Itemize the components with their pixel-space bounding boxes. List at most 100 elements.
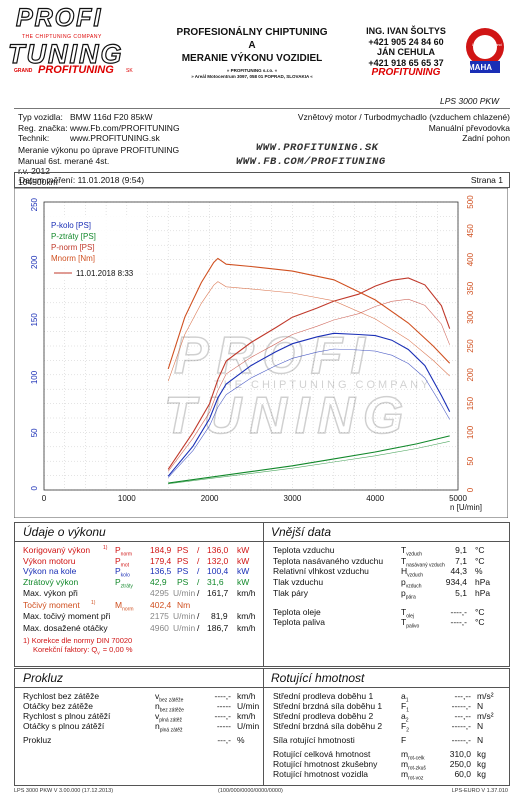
perf-v1-1: 179,4: [150, 555, 172, 566]
contact-name-2: JÁN CEHULA: [376, 47, 435, 57]
ext-symbol-6-sub: palivo: [406, 623, 420, 630]
torque-symbol-sym: M: [115, 599, 123, 610]
ext-label-1: Teplota nasávaného vzduchu: [273, 555, 384, 566]
rotating-title: Rotující hmotnost: [271, 671, 365, 685]
website-watermark: WWW.PROFITUNING.SK: [256, 142, 379, 154]
rot-symbol-1-sym: F: [401, 701, 407, 711]
ext-symbol-4-sub: pára: [405, 594, 416, 601]
rot-force-unit: N: [477, 735, 484, 745]
series-line-run2-2: [167, 298, 450, 472]
mass-val-1: 250,0: [449, 759, 471, 769]
max-rpm-slash: /: [197, 622, 200, 633]
y-left-tick-2: 100: [30, 370, 39, 384]
watermark-profi: PROFI: [174, 327, 373, 385]
rot-symbol-2: a2: [401, 711, 409, 726]
rot-force-label: Síla rotující hmotnosti: [273, 735, 355, 745]
contact-phone-1: +421 905 24 84 60: [368, 36, 444, 47]
ext-label-5: Teplota oleje: [273, 606, 321, 617]
perf-sup-0: 1): [103, 545, 108, 551]
ext-symbol-6-sym: T: [401, 617, 407, 628]
max-torque-speed: 81,9: [211, 610, 228, 621]
rot-symbol-3-sub: 2: [406, 727, 409, 734]
perf-symbol-0-sub: norm: [120, 551, 133, 558]
ext-unit-0: °C: [475, 545, 485, 555]
y-right-tick-5: 250: [466, 339, 475, 353]
ext-unit-5: °C: [475, 606, 485, 617]
facebook-watermark: WWW.FB.COM/PROFITUNING: [236, 156, 386, 168]
perf-label-1: Výkon motoru: [23, 555, 76, 566]
slip-label: Prokluz: [23, 735, 52, 745]
watermark-sub: THE CHIPTUNING COMPANY: [214, 379, 431, 391]
ext-unit-2: %: [475, 566, 483, 577]
max-rpm-speed-unit: km/h: [237, 622, 256, 633]
header-divider: [14, 108, 510, 109]
header-title: PROFESIONÁLNY CHIPTUNING A MERANIE VÝKON…: [152, 26, 352, 80]
rot-val-1: -----,-: [451, 701, 471, 711]
perf-v1-2: 136,5: [150, 566, 172, 577]
ext-val-6: ----,-: [450, 617, 467, 628]
mass-symbol-1-sub: rot-zkuš: [408, 765, 426, 772]
rot-symbol-2-sub: 2: [405, 717, 409, 724]
mass-symbol-0-sub: rot-celk: [408, 755, 425, 762]
maha-ring-text: Leistungsprüfstand: [472, 43, 502, 47]
mass-val-0: 310,0: [449, 749, 471, 759]
mass-label-2: Rotující hmotnost vozidla: [273, 769, 368, 779]
note-line-4: 104500km: [18, 176, 58, 187]
prok-symbol-2-sub: plná zátěž: [159, 717, 183, 724]
vehicle-left: Typ vozidla: BMW 116d F20 85kW Reg. značk…: [18, 112, 180, 144]
perf-u2-2: kW: [237, 566, 250, 577]
maha-label: MAHA: [468, 63, 492, 72]
rot-symbol-0-sub: 1: [405, 697, 409, 704]
ext-val-3: 934,4: [445, 577, 467, 588]
max-power-rpm: 4295: [150, 587, 169, 598]
x-tick-1: 1000: [118, 494, 136, 503]
ext-val-2: 44,3: [450, 566, 467, 577]
series-line-3: [167, 257, 451, 370]
max-rpm-value: 4960: [150, 622, 169, 633]
perf-symbol-2-sub: kolo: [120, 573, 130, 580]
prok-unit-1: U/min: [237, 701, 260, 711]
perf-label-2: Výkon na kole: [23, 566, 77, 577]
maha-sub-text: Partner: [476, 51, 488, 55]
mass-unit-1: kg: [477, 759, 486, 769]
x-tick-0: 0: [42, 494, 47, 503]
rot-val-2: ---,--: [454, 711, 471, 721]
torque-symbol-sub: norm: [122, 606, 134, 613]
logo-top: PROFI: [15, 4, 103, 32]
y-left-tick-0: 0: [30, 485, 39, 490]
series-line-2: [167, 277, 451, 470]
ext-unit-6: °C: [475, 617, 485, 628]
rot-label-3: Střední brzdná síla doběhu 2: [273, 721, 383, 731]
y-right-tick-6: 300: [466, 310, 475, 324]
perf-u2-1: kW: [237, 555, 250, 566]
legend-item-3: Mnorm [Nm]: [51, 254, 95, 263]
prok-unit-2: km/h: [237, 711, 256, 721]
mass-symbol-1-sym: m: [401, 759, 409, 769]
ext-label-6: Teplota paliva: [273, 617, 325, 628]
mass-symbol-2-sub: rot-voz: [408, 775, 424, 782]
max-torque-rpm-unit: U/min: [173, 610, 196, 621]
ext-symbol-5: Tolej: [401, 607, 414, 622]
date-bar: Datum měření: 11.01.2018 (9:54) Strana 1: [14, 172, 510, 188]
y-left-tick-1: 50: [30, 428, 39, 437]
ext-label-3: Tlak vzduchu: [273, 577, 324, 588]
title-line-2: A: [248, 40, 256, 51]
prok-label-0: Rychlost bez zátěže: [23, 691, 100, 701]
vehicle-right: Vznětový motor / Turbodmychadlo (vzduche…: [250, 112, 510, 144]
x-tick-4: 4000: [366, 494, 384, 503]
ext-symbol-5-sym: T: [401, 606, 407, 617]
performance-header-rule: [15, 541, 509, 542]
correction-factor-sub: v: [97, 650, 100, 656]
perf-symbol-2: Pkolo: [115, 566, 130, 581]
perf-v1-0: 184,9: [150, 545, 172, 555]
logo-tag-prefix: GRAND: [14, 68, 33, 74]
prok-symbol-3: nplná zátěž: [155, 721, 183, 736]
rot-unit-1: N: [477, 701, 484, 711]
footer-center: (100/000/0000/0000/0000): [218, 788, 283, 794]
performance-divider: [263, 523, 264, 666]
ext-symbol-2-sym: H: [401, 566, 408, 577]
ext-val-4: 5,1: [455, 587, 467, 598]
series-line-run2-3: [167, 281, 450, 382]
perf-u1-2: PS: [177, 566, 189, 577]
ext-symbol-4: ppára: [401, 588, 416, 603]
